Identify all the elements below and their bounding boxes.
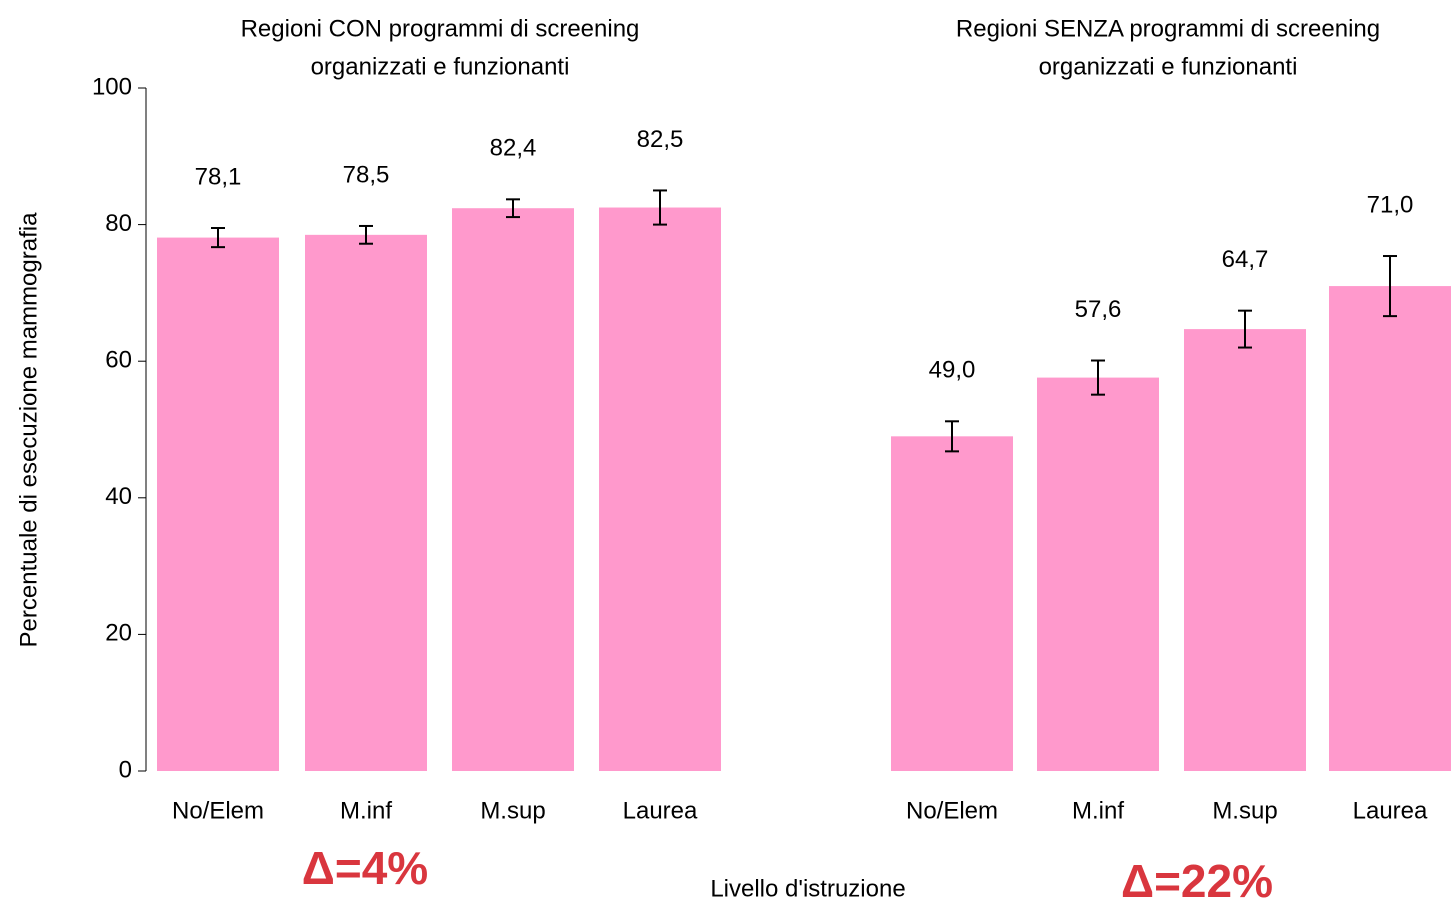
x-tick-label: M.sup	[480, 797, 545, 824]
bar	[1329, 286, 1451, 771]
x-tick-label: No/Elem	[906, 797, 998, 824]
x-tick-label: M.inf	[340, 797, 392, 824]
y-tick-label: 40	[105, 483, 132, 510]
data-label: 64,7	[1222, 246, 1269, 273]
data-label: 78,5	[343, 161, 390, 188]
bar	[452, 208, 574, 771]
x-tick-label: Laurea	[1353, 797, 1428, 824]
data-label: 71,0	[1367, 191, 1414, 218]
x-tick-label: Laurea	[623, 797, 698, 824]
data-label: 57,6	[1075, 296, 1122, 323]
y-tick-label: 20	[105, 620, 132, 647]
chart-title: Regioni CON programmi di screening	[241, 15, 640, 42]
bar	[305, 234, 427, 772]
data-label: 78,1	[195, 163, 242, 190]
chart-title: organizzati e funzionanti	[311, 53, 570, 80]
y-axis-label: Percentuale di esecuzione mammografia	[15, 212, 42, 648]
y-tick-label: 0	[119, 756, 132, 783]
x-tick-label: M.sup	[1212, 797, 1277, 824]
y-tick-label: 100	[92, 73, 132, 100]
y-tick-label: 80	[105, 210, 132, 237]
bar	[1037, 377, 1159, 771]
bar	[891, 436, 1013, 771]
bar	[157, 237, 279, 771]
data-label: 49,0	[929, 357, 976, 384]
chart-title: organizzati e funzionanti	[1039, 53, 1298, 80]
x-tick-label: M.inf	[1072, 797, 1124, 824]
bar	[1184, 329, 1306, 771]
y-tick-label: 60	[105, 347, 132, 374]
chart-title: Regioni SENZA programmi di screening	[956, 15, 1380, 42]
x-axis-label: Livello d'istruzione	[710, 875, 905, 902]
data-label: 82,5	[637, 126, 684, 153]
x-tick-label: No/Elem	[172, 797, 264, 824]
annotation: Δ=22%	[1121, 855, 1273, 907]
annotation: Δ=4%	[302, 842, 428, 894]
bar	[599, 207, 721, 771]
data-label: 82,4	[490, 135, 537, 162]
